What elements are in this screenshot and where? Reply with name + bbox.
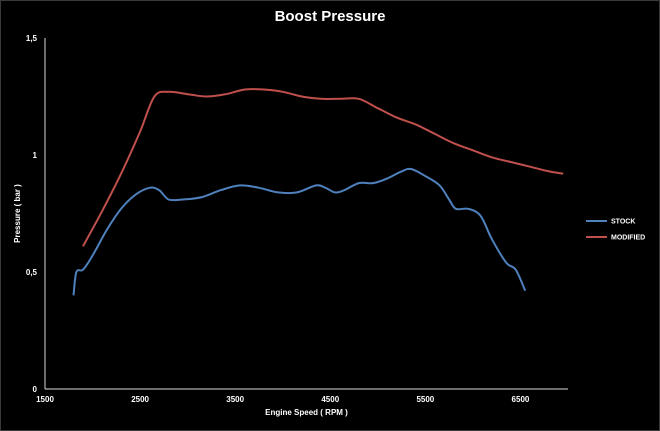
axes (44, 38, 568, 390)
y-tick-label: 1,5 (26, 34, 38, 43)
chart-title: Boost Pressure (274, 8, 386, 25)
series-layer (72, 88, 564, 296)
y-axis-label: Pressure ( bar ) (13, 184, 22, 243)
tick-labels: 1500 2500 3500 4500 5500 6500 0 0,5 1 1,5 (26, 34, 530, 404)
x-tick-label: 1500 (36, 395, 54, 404)
legend-label-stock: STOCK (611, 219, 635, 226)
series-line-modified (82, 88, 564, 247)
x-tick-label: 4500 (321, 395, 339, 404)
x-tick-label: 6500 (512, 395, 530, 404)
x-tick-label: 3500 (226, 395, 244, 404)
y-tick-label: 0,5 (26, 268, 38, 277)
x-tick-label: 2500 (131, 395, 149, 404)
legend: STOCK MODIFIED (586, 219, 645, 242)
x-axis-label: Engine Speed ( RPM ) (265, 408, 348, 417)
y-tick-label: 0 (33, 385, 38, 394)
x-tick-label: 5500 (416, 395, 434, 404)
legend-label-modified: MODIFIED (611, 235, 645, 242)
series-line-stock (72, 167, 527, 296)
y-tick-label: 1 (33, 151, 38, 160)
